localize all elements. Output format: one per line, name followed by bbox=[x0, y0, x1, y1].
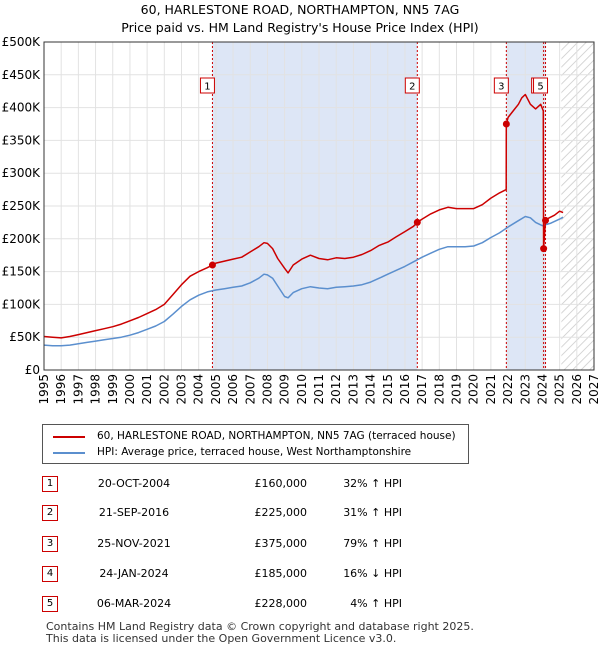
sale-label-box bbox=[199, 77, 215, 94]
x-tick-label: 2004 bbox=[192, 374, 206, 405]
sale-label: 5 bbox=[537, 82, 543, 93]
transaction-number: 5 bbox=[42, 596, 58, 612]
x-tick-label: 2023 bbox=[518, 374, 532, 405]
y-tick-label: £50K bbox=[9, 330, 41, 344]
sale-label: 3 bbox=[498, 82, 504, 93]
legend-swatch-hpi bbox=[53, 452, 85, 454]
x-tick-label: 2019 bbox=[450, 374, 464, 405]
transaction-price: £160,000 bbox=[254, 477, 308, 490]
hpi-line bbox=[43, 215, 564, 347]
y-tick-label: £300K bbox=[2, 166, 42, 180]
x-tick-label: 2002 bbox=[157, 374, 171, 405]
x-tick-label: 2018 bbox=[432, 374, 446, 405]
y-tick-label: £500K bbox=[2, 35, 42, 49]
x-tick-label: 2014 bbox=[364, 374, 378, 405]
transaction-number: 3 bbox=[42, 536, 58, 552]
x-tick-label: 2001 bbox=[140, 374, 154, 405]
transaction-hpi: 31% ↑ HPI bbox=[343, 506, 402, 519]
transaction-hpi: 16% ↓ HPI bbox=[343, 567, 402, 580]
y-tick-label: £250K bbox=[2, 199, 42, 213]
x-tick-label: 2022 bbox=[501, 374, 515, 405]
transaction-hpi: 32% ↑ HPI bbox=[343, 477, 402, 490]
footer-license: This data is licensed under the Open Gov… bbox=[46, 632, 397, 645]
transaction-price: £185,000 bbox=[254, 567, 308, 580]
x-tick-label: 2009 bbox=[278, 374, 292, 405]
x-tick-label: 2013 bbox=[346, 374, 360, 405]
y-tick-label: £400K bbox=[2, 101, 42, 115]
legend-label-property: 60, HARLESTONE ROAD, NORTHAMPTON, NN5 7A… bbox=[97, 430, 456, 442]
sale-label: 1 bbox=[204, 82, 210, 93]
transaction-row: 4 24-JAN-2024 £185,000 16% ↓ HPI bbox=[42, 566, 442, 584]
x-tick-label: 2012 bbox=[329, 374, 343, 405]
transaction-hpi: 79% ↑ HPI bbox=[343, 537, 402, 550]
x-tick-label: 2020 bbox=[467, 374, 481, 405]
x-tick-label: 2015 bbox=[381, 374, 395, 405]
x-tick-label: 2006 bbox=[226, 374, 240, 405]
x-tick-label: 1997 bbox=[71, 374, 85, 405]
transaction-date: 24-JAN-2024 bbox=[99, 567, 169, 580]
x-tick-label: 2025 bbox=[553, 374, 567, 405]
transaction-price: £228,000 bbox=[254, 597, 308, 610]
sale-point bbox=[540, 245, 548, 253]
y-tick-label: £450K bbox=[2, 68, 42, 82]
sale-point bbox=[208, 261, 216, 269]
property-price-line bbox=[43, 93, 564, 339]
x-tick-label: 1998 bbox=[89, 374, 103, 405]
x-tick-label: 2005 bbox=[209, 374, 223, 405]
sale-label-box bbox=[404, 77, 420, 94]
sale-label-box bbox=[533, 77, 549, 94]
transaction-date: 06-MAR-2024 bbox=[96, 597, 172, 610]
transaction-row: 5 06-MAR-2024 £228,000 4% ↑ HPI bbox=[42, 596, 442, 614]
sale-point bbox=[413, 218, 421, 226]
y-tick-label: £150K bbox=[2, 265, 42, 279]
transaction-number: 1 bbox=[42, 476, 58, 492]
x-tick-label: 2021 bbox=[484, 374, 498, 405]
transaction-date: 20-OCT-2004 bbox=[97, 477, 171, 490]
x-tick-label: 2010 bbox=[295, 374, 309, 405]
chart-subtitle: Price paid vs. HM Land Registry's House … bbox=[121, 20, 479, 35]
sale-point bbox=[542, 216, 550, 224]
sale-label: 2 bbox=[409, 82, 415, 93]
transaction-date: 21-SEP-2016 bbox=[98, 506, 170, 519]
footer-copyright: Contains HM Land Registry data © Crown c… bbox=[46, 620, 474, 633]
chart-title: 60, HARLESTONE ROAD, NORTHAMPTON, NN5 7A… bbox=[140, 2, 460, 17]
transaction-number: 4 bbox=[42, 566, 58, 582]
transaction-price: £225,000 bbox=[254, 506, 308, 519]
transaction-number: 2 bbox=[42, 505, 58, 521]
x-tick-label: 2000 bbox=[123, 374, 137, 405]
plot-border bbox=[43, 41, 595, 371]
sale-point bbox=[502, 120, 510, 128]
x-tick-label: 1999 bbox=[106, 374, 120, 405]
x-tick-label: 2011 bbox=[312, 374, 326, 405]
transaction-price: £375,000 bbox=[254, 537, 308, 550]
x-tick-label: 1995 bbox=[37, 374, 51, 405]
x-tick-label: 2027 bbox=[587, 374, 600, 405]
x-tick-label: 2016 bbox=[398, 374, 412, 405]
transaction-row: 2 21-SEP-2016 £225,000 31% ↑ HPI bbox=[42, 505, 442, 523]
sale-label-box bbox=[493, 77, 509, 94]
x-tick-label: 2003 bbox=[175, 374, 189, 405]
transaction-row: 3 25-NOV-2021 £375,000 79% ↑ HPI bbox=[42, 536, 442, 554]
legend-swatch-property bbox=[53, 436, 85, 438]
x-tick-label: 2026 bbox=[570, 374, 584, 405]
transaction-date: 25-NOV-2021 bbox=[97, 537, 171, 550]
x-tick-label: 2007 bbox=[243, 374, 257, 405]
x-tick-label: 2024 bbox=[535, 374, 549, 405]
transaction-row: 1 20-OCT-2004 £160,000 32% ↑ HPI bbox=[42, 476, 442, 494]
price-chart: 12345£0£50K£100K£150K£200K£250K£300K£350… bbox=[2, 35, 600, 405]
y-tick-label: £200K bbox=[2, 232, 42, 246]
y-tick-label: £0 bbox=[25, 363, 40, 377]
legend-label-hpi: HPI: Average price, terraced house, West… bbox=[97, 446, 412, 458]
y-tick-label: £100K bbox=[2, 297, 42, 311]
y-tick-label: £350K bbox=[2, 133, 42, 147]
transaction-hpi: 4% ↑ HPI bbox=[350, 597, 402, 610]
x-tick-label: 1996 bbox=[54, 374, 68, 405]
x-tick-label: 2017 bbox=[415, 374, 429, 405]
x-tick-label: 2008 bbox=[260, 374, 274, 405]
chart-legend: 60, HARLESTONE ROAD, NORTHAMPTON, NN5 7A… bbox=[42, 424, 469, 464]
